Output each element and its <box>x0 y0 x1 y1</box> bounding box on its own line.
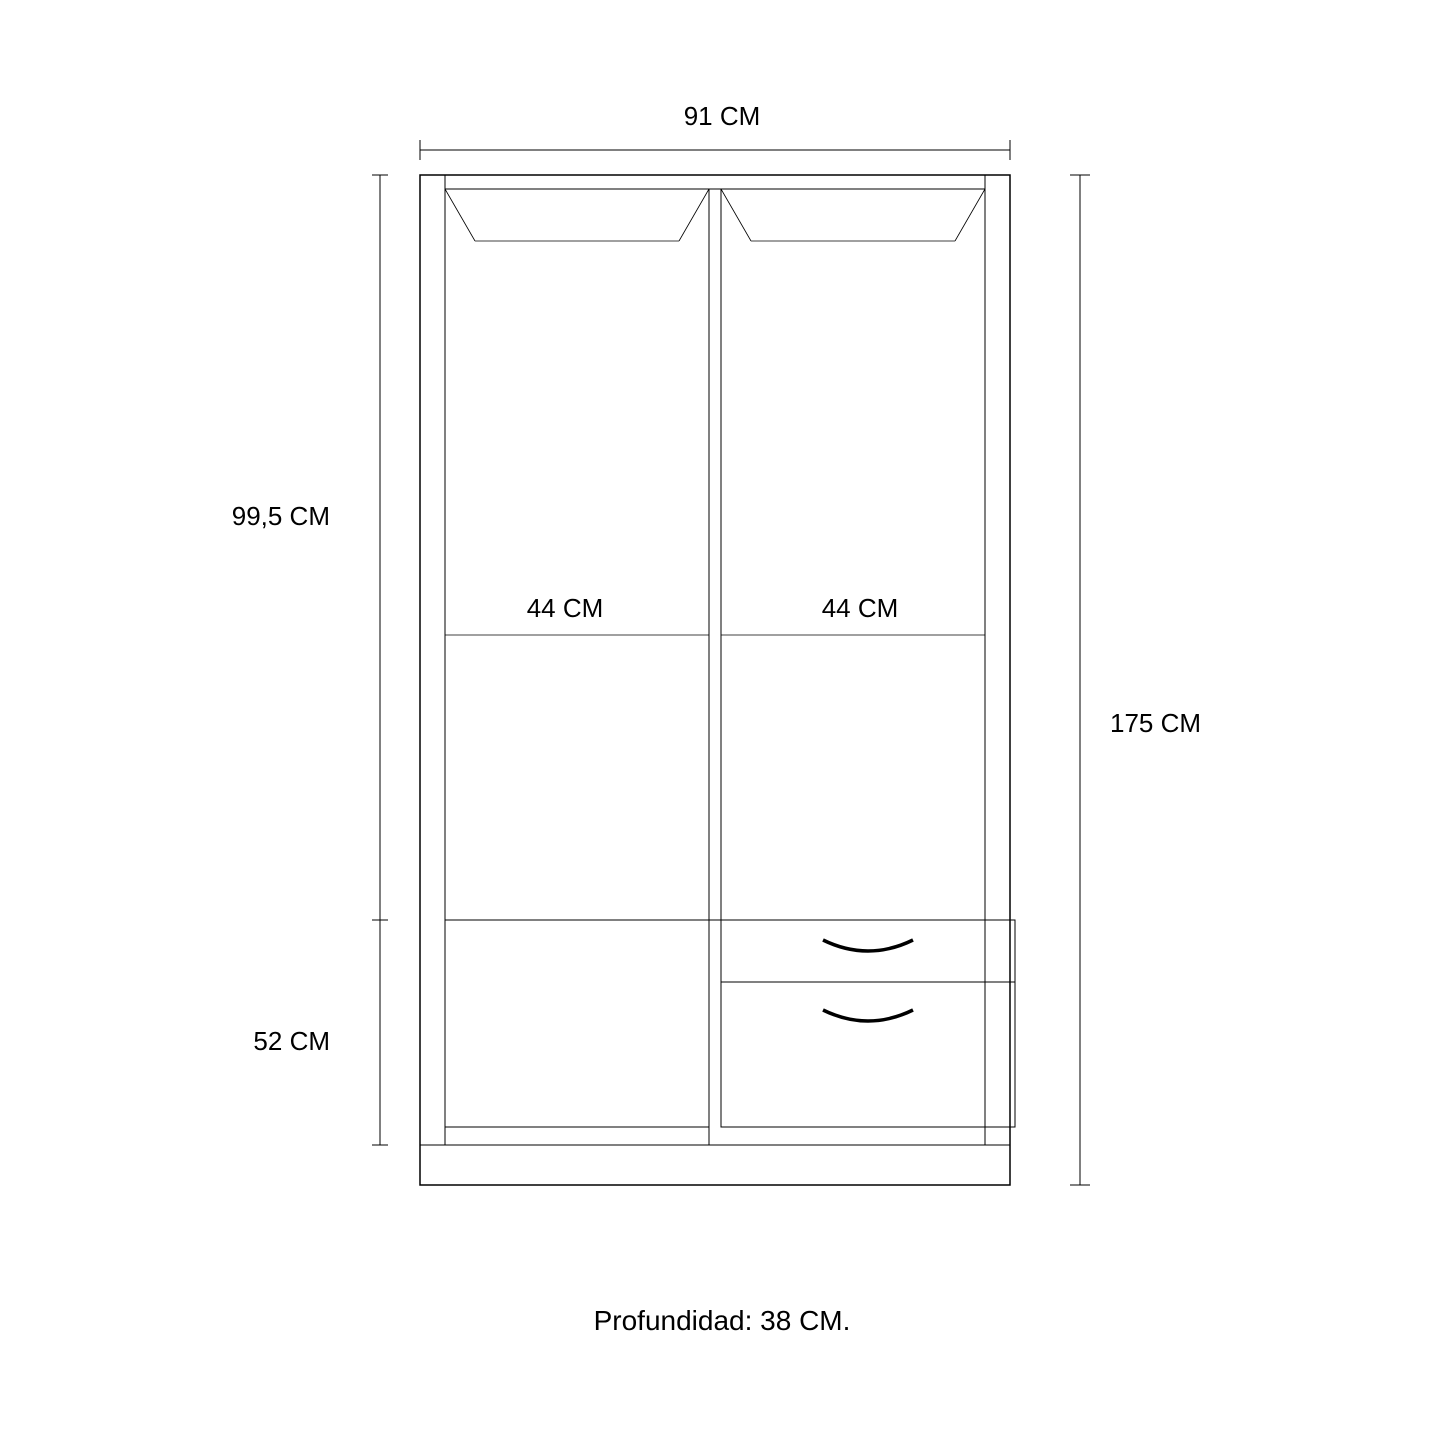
dim-total-width: 91 CM <box>420 101 1010 160</box>
dim-compartment-left-label: 44 CM <box>527 593 604 623</box>
dim-compartment-right-label: 44 CM <box>822 593 899 623</box>
drawer-handle-icon <box>823 940 913 951</box>
dim-lower-section-label: 52 CM <box>253 1026 330 1056</box>
drawer-2 <box>721 982 1015 1127</box>
drawers <box>721 920 1015 1127</box>
depth-note: Profundidad: 38 CM. <box>594 1305 851 1336</box>
cabinet-outer <box>420 175 1010 1185</box>
dim-left-bracket: 99,5 CM 52 CM <box>232 175 388 1145</box>
drawer-handle-icon <box>823 1010 913 1021</box>
top-bevel-right <box>721 189 985 241</box>
dim-total-width-label: 91 CM <box>684 101 761 131</box>
furniture-dimension-diagram: 91 CM 175 CM 99,5 CM 52 CM <box>0 0 1445 1445</box>
cabinet: 44 CM 44 CM <box>420 175 1015 1185</box>
dim-total-height-label: 175 CM <box>1110 708 1201 738</box>
dim-total-height: 175 CM <box>1070 175 1201 1185</box>
dim-upper-section-label: 99,5 CM <box>232 501 330 531</box>
top-bevel-left <box>445 189 709 241</box>
center-divider <box>709 189 721 920</box>
